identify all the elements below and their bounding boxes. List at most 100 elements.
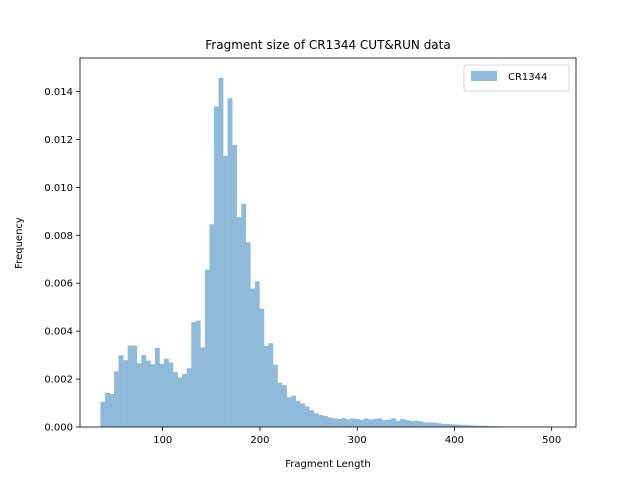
histogram-bar (173, 372, 178, 427)
histogram-bar (191, 322, 197, 427)
legend: CR1344 (463, 64, 570, 92)
histogram-bar (182, 373, 188, 427)
histogram-bar (154, 347, 160, 427)
histogram-bar (150, 364, 156, 427)
histogram-bar (127, 345, 133, 427)
y-tick-label: 0.008 (44, 231, 73, 242)
histogram-bar (141, 355, 147, 427)
y-tick-label: 0.006 (44, 279, 73, 290)
histogram-bar (441, 423, 446, 427)
histogram-bar (286, 397, 292, 427)
y-axis-ticks: 0.000 0.002 0.004 0.006 0.008 0.010 0.012 0.014 (44, 87, 80, 434)
histogram-bar (241, 203, 247, 427)
histogram-bar (282, 385, 287, 427)
y-tick-label: 0.014 (44, 87, 73, 98)
y-tick-label: 0.010 (44, 183, 73, 194)
histogram-bar (454, 424, 460, 427)
histogram-bar (186, 368, 192, 427)
histogram-bar (354, 418, 360, 427)
histogram-bar (445, 423, 451, 427)
histogram-bar (422, 422, 428, 427)
histogram-bar (114, 371, 119, 427)
histogram-bar (382, 420, 387, 427)
histogram-bar (409, 421, 415, 427)
y-tick-label: 0.012 (44, 135, 73, 146)
histogram-bar (468, 425, 474, 427)
chart-title: Fragment size of CR1344 CUT&RUN data (205, 38, 450, 52)
histogram-bar (195, 320, 201, 427)
histogram-bar (318, 415, 324, 427)
histogram-bar (450, 424, 455, 427)
histogram-bar (245, 242, 251, 427)
histogram-bar (345, 419, 351, 427)
histogram-bar (100, 401, 106, 427)
histogram-bar (436, 423, 442, 427)
histogram-bar (300, 403, 306, 427)
histogram-bar (304, 406, 310, 427)
histogram-bar (268, 343, 274, 427)
histogram-bar (168, 362, 174, 427)
histogram-bar (159, 363, 165, 427)
histogram-bar (377, 418, 383, 427)
histogram-bar (204, 269, 210, 427)
histogram-bars (100, 77, 551, 428)
histogram-bar (395, 420, 401, 427)
histogram-bar (463, 424, 469, 427)
histogram-bar (177, 377, 183, 427)
histogram-bar (236, 217, 242, 427)
histogram-bar (418, 421, 424, 427)
y-tick-label: 0.004 (44, 327, 73, 338)
histogram-bar (164, 358, 169, 427)
plot-frame (79, 57, 577, 428)
x-tick-label: 200 (250, 435, 269, 446)
x-axis-label: Fragment Length (285, 459, 370, 470)
x-tick-label: 100 (153, 435, 172, 446)
histogram-bar (227, 98, 233, 427)
histogram-bar (481, 425, 487, 427)
histogram-bar (213, 106, 219, 428)
histogram-bar (223, 155, 228, 427)
histogram-bar (386, 419, 392, 427)
histogram-bar (118, 355, 124, 427)
histogram-bar (145, 360, 151, 427)
histogram-bar (313, 413, 319, 427)
histogram-bar (372, 418, 378, 427)
histogram-bar (291, 395, 297, 427)
histogram-bar (359, 419, 365, 427)
x-tick-label: 500 (542, 435, 561, 446)
histogram-bar (431, 422, 437, 427)
y-tick-label: 0.000 (44, 423, 73, 434)
legend-label: CR1344 (508, 72, 547, 83)
histogram-bar (472, 425, 478, 427)
histogram-bar (404, 420, 410, 427)
histogram-bar (391, 418, 396, 427)
x-axis-ticks: 100 200 300 400 500 (153, 427, 561, 446)
histogram-bar (277, 382, 283, 427)
histogram-bar (322, 415, 328, 427)
histogram-bar (263, 345, 269, 427)
histogram-bar (363, 418, 369, 427)
histogram-bar (209, 224, 215, 427)
histogram-bar (123, 360, 128, 427)
histogram-bar (309, 410, 315, 427)
histogram-bar (132, 345, 138, 427)
x-tick-label: 300 (348, 435, 367, 446)
histogram-bar (368, 419, 374, 427)
histogram-bar (332, 418, 337, 427)
x-tick-label: 400 (445, 435, 464, 446)
histogram-bar (486, 426, 492, 427)
histogram-bar (232, 144, 237, 428)
histogram-bar (273, 364, 278, 427)
histogram-bar (218, 77, 224, 427)
histogram-bar (427, 422, 433, 427)
histogram-bar (259, 308, 265, 427)
histogram-bar (295, 400, 301, 427)
histogram-bar (254, 281, 260, 427)
histogram-bar (459, 424, 465, 427)
y-axis-label: Frequency (14, 217, 25, 269)
histogram-bar (104, 392, 110, 427)
histogram-bar (477, 425, 483, 427)
histogram-bar (327, 417, 333, 427)
histogram-bar (350, 418, 356, 427)
